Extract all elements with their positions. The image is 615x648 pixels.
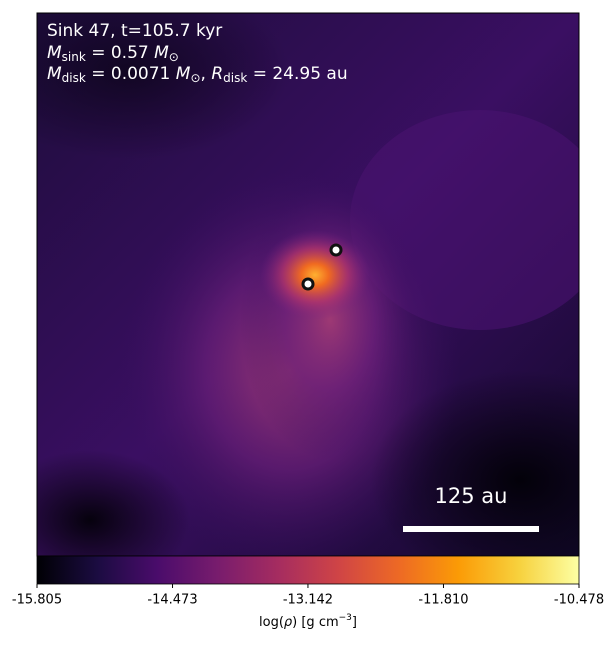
svg-text:Sink 47, t=105.7 kyr: Sink 47, t=105.7 kyr: [47, 21, 222, 41]
density-image: [37, 13, 579, 556]
annotation: Sink 47, t=105.7 kyr Msink = 0.57 M⊙ Mdi…: [47, 21, 348, 85]
colorbar-tick-label: -13.142: [283, 593, 333, 608]
colorbar-tick-label: -10.478: [554, 593, 604, 608]
sink-marker: [301, 277, 315, 291]
scale-bar-label: 125 au: [435, 484, 508, 508]
colorbar-label: log(ρ) [g cm−3]: [259, 613, 357, 630]
sink-marker: [329, 243, 343, 257]
colorbar: [36, 555, 580, 585]
svg-text:Msink = 0.57 M⊙: Msink = 0.57 M⊙: [47, 43, 179, 64]
colorbar-tick-label: -11.810: [418, 593, 468, 608]
colorbar-tick-label: -14.473: [147, 593, 197, 608]
svg-text:Mdisk = 0.0071 M⊙, Rdisk = 24.: Mdisk = 0.0071 M⊙, Rdisk = 24.95 au: [47, 64, 348, 85]
colorbar-tick-label: -15.805: [12, 593, 62, 608]
